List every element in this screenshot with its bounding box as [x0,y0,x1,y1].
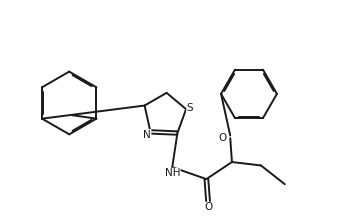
Text: S: S [187,103,193,113]
Text: O: O [204,202,212,212]
Text: NH: NH [165,168,180,178]
Text: N: N [143,130,151,140]
Text: O: O [218,133,227,143]
